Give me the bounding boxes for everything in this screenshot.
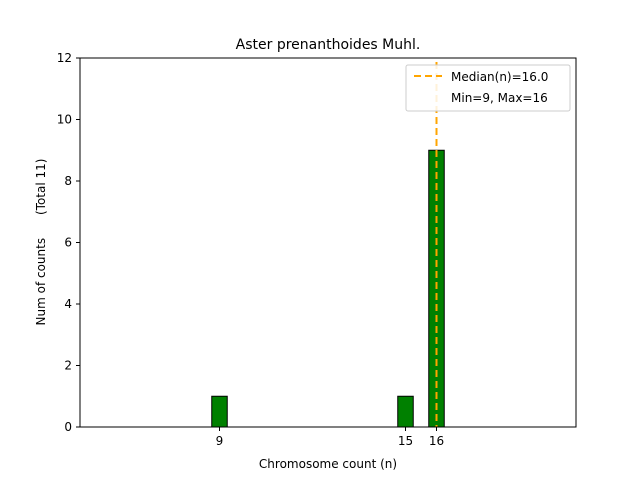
plot-background (80, 58, 576, 427)
bar-15 (397, 395, 414, 428)
legend-box (405, 64, 571, 112)
plot-area: 0 2 4 6 8 10 12 9 15 16 Median(n)=16.0 Min=9, Max=1… (57, 51, 577, 448)
y-tick-label-2: 2 (64, 359, 72, 373)
y-axis-label: Num of counts (Total 11) (34, 159, 48, 326)
y-tick-label-8: 8 (64, 174, 72, 188)
legend-median-label: Median(n)=16.0 (451, 70, 548, 84)
y-tick-label-0: 0 (64, 420, 72, 434)
chart-title: Aster prenanthoides Muhl. (236, 37, 421, 53)
x-axis-label: Chromosome count (n) (259, 457, 397, 471)
x-tick-label-15: 15 (398, 434, 413, 448)
y-tick-label-10: 10 (57, 113, 72, 127)
bar-9 (211, 395, 228, 428)
y-tick-label-6: 6 (64, 236, 72, 250)
y-tick-label-12: 12 (57, 51, 72, 65)
x-tick-label-16: 16 (429, 434, 444, 448)
legend-range-label: Min=9, Max=16 (451, 91, 548, 105)
x-tick-label-9: 9 (216, 434, 224, 448)
y-tick-label-4: 4 (64, 297, 72, 311)
